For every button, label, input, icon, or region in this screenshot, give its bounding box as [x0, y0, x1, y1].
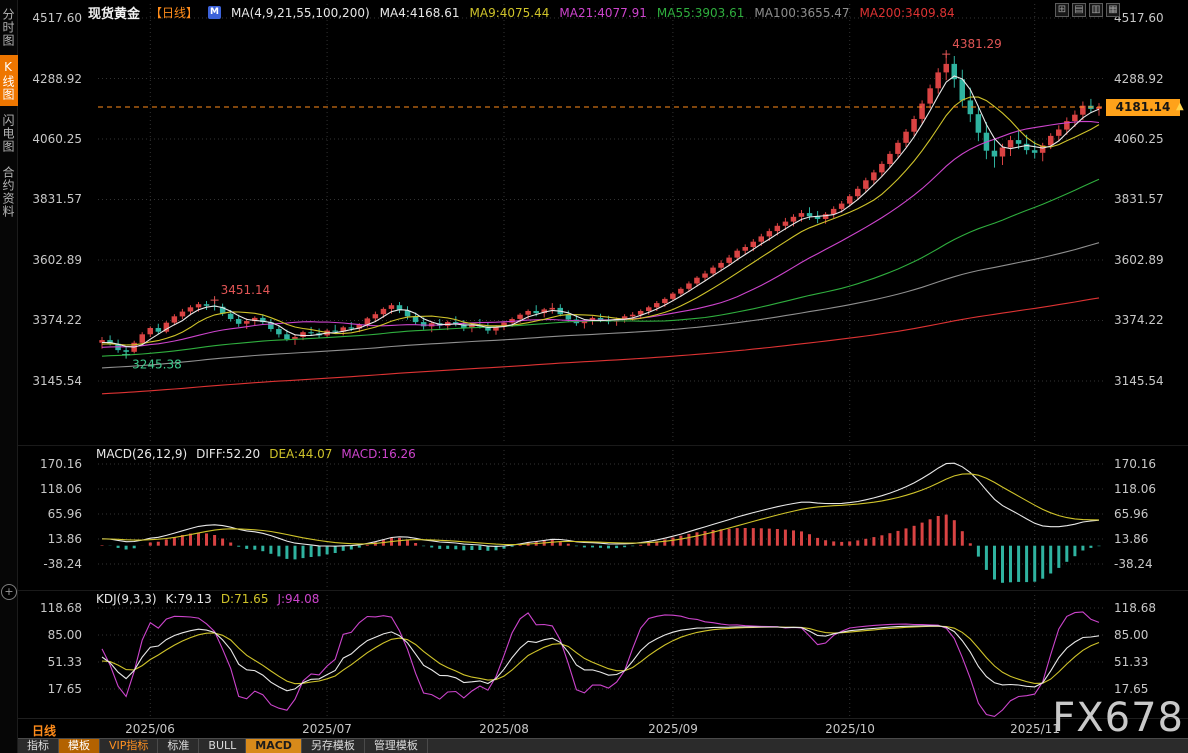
sidebar-item-time-chart[interactable]: 分时图 [1, 8, 15, 47]
snapshot-icon[interactable]: ▦ [1106, 3, 1120, 17]
time-axis-label: 2025/11 [1010, 722, 1060, 736]
symbol-name: 现货黄金 [88, 7, 141, 22]
column-chart-icon[interactable]: ▥ [1089, 3, 1103, 17]
chart-window-toolbar: ⊞ ▤ ▥ ▦ [1055, 3, 1120, 17]
grid-chart-icon[interactable]: ▤ [1072, 3, 1086, 17]
macd-macd-value: MACD:16.26 [341, 447, 416, 461]
indicator-settings-icon[interactable]: M [208, 6, 222, 19]
macd-lines [101, 462, 1100, 547]
toolbar-item-standard[interactable]: 标准 [158, 739, 200, 753]
macd-dea-value: DEA:44.07 [269, 447, 333, 461]
main-chart-panel: 4381.29 3451.14 3245.38 现货黄金 【日线】 M MA(4,9… [18, 0, 1188, 445]
time-axis-label: 2025/08 [479, 722, 529, 736]
chart-area: 4381.29 3451.14 3245.38 现货黄金 【日线】 M MA(4,9… [18, 0, 1188, 753]
toolbar-item-manage-template[interactable]: 管理模板 [365, 739, 428, 753]
macd-histogram [100, 514, 1101, 583]
price-up-arrow-icon: ▲ [1176, 101, 1184, 112]
toolbar-item-save-template[interactable]: 另存模板 [302, 739, 365, 753]
macd-title: MACD(26,12,9) [96, 447, 188, 461]
macd-chart-canvas[interactable] [18, 446, 1188, 591]
kdj-panel: KDJ(9,3,3) K:79.13 D:71.65 J:94.08 118.6… [18, 590, 1188, 718]
time-axis-label: 2025/07 [302, 722, 352, 736]
kdj-title: KDJ(9,3,3) [96, 592, 157, 606]
ma-lines-layer [101, 75, 1100, 395]
bottom-toolbar: 指标 模板 VIP指标 标准 BULL MACD 另存模板 管理模板 [18, 738, 1188, 753]
ma100-value: MA100:3655.47 [754, 5, 850, 20]
candlestick-chart-canvas[interactable]: 4381.29 3451.14 3245.38 [18, 0, 1188, 445]
kdj-legend: KDJ(9,3,3) K:79.13 D:71.65 J:94.08 [96, 592, 319, 606]
toolbar-item-indicators[interactable]: 指标 [18, 739, 59, 753]
macd-legend: MACD(26,12,9) DIFF:52.20 DEA:44.07 MACD:… [96, 447, 416, 461]
ma21-value: MA21:4077.91 [559, 5, 647, 20]
candles-layer [99, 54, 1102, 355]
ma200-value: MA200:3409.84 [859, 5, 955, 20]
toolbar-item-template[interactable]: 模板 [59, 739, 100, 753]
ma55-value: MA55:3903.61 [656, 5, 745, 20]
kdj-chart-canvas[interactable] [18, 591, 1188, 719]
kdj-j-value: J:94.08 [277, 592, 320, 606]
grid-layer [98, 450, 1103, 589]
period-label: 【日线】 [150, 6, 199, 20]
time-axis-label: 2025/06 [125, 722, 175, 736]
svg-text:3245.38: 3245.38 [132, 358, 182, 372]
crosshair-tool-icon[interactable]: + [1, 584, 17, 600]
svg-text:3451.14: 3451.14 [221, 283, 271, 297]
macd-panel: MACD(26,12,9) DIFF:52.20 DEA:44.07 MACD:… [18, 445, 1188, 590]
ma4-value: MA4:4168.61 [379, 5, 460, 20]
kdj-k-value: K:79.13 [165, 592, 212, 606]
time-axis-label: 2025/09 [648, 722, 698, 736]
last-price-tag: 4181.14 [1106, 99, 1180, 116]
time-axis: 日线 2025/06 2025/07 2025/08 2025/09 2025/10 20… [18, 718, 1188, 738]
macd-diff-value: DIFF:52.20 [196, 447, 261, 461]
sidebar-item-contract-info[interactable]: 合约资料 [1, 166, 15, 218]
pan-icon[interactable]: ⊞ [1055, 3, 1069, 17]
left-tab-rail: 分时图 K线图 闪电图 合约资料 + [0, 0, 18, 753]
annotations-layer: 4381.29 3451.14 3245.38 [122, 37, 1002, 372]
sidebar-item-kline-chart[interactable]: K线图 [0, 55, 18, 106]
main-chart-legend: 现货黄金 【日线】 M MA(4,9,21,55,100,200) MA4:41… [88, 3, 955, 23]
sidebar-item-lightning-chart[interactable]: 闪电图 [1, 114, 15, 153]
toolbar-item-macd[interactable]: MACD [246, 739, 302, 753]
kdj-lines [101, 611, 1100, 717]
toolbar-item-vip-indicators[interactable]: VIP指标 [100, 739, 159, 753]
svg-text:4381.29: 4381.29 [952, 37, 1002, 51]
ma9-value: MA9:4075.44 [469, 5, 550, 20]
toolbar-item-bull[interactable]: BULL [199, 739, 247, 753]
kdj-d-value: D:71.65 [220, 592, 269, 606]
period-tab-daily[interactable]: 日线 [32, 724, 57, 738]
ma-group-label: MA(4,9,21,55,100,200) [231, 5, 370, 20]
time-axis-label: 2025/10 [825, 722, 875, 736]
